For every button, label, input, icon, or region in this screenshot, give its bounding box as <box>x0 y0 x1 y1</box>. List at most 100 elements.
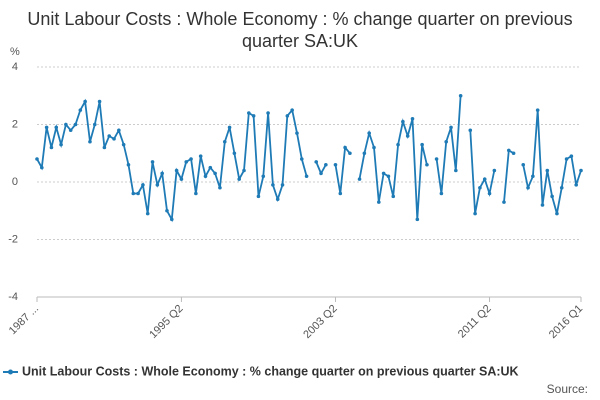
point <box>324 162 328 167</box>
x-tick-label: 2011 Q2 <box>456 303 494 341</box>
point <box>410 116 415 121</box>
point <box>92 122 97 127</box>
point <box>155 183 160 187</box>
point <box>468 128 473 133</box>
point <box>420 142 424 147</box>
point <box>506 148 511 153</box>
point <box>415 217 420 222</box>
point <box>165 208 169 213</box>
y-tick-label: 0 <box>12 176 18 188</box>
point <box>88 139 92 144</box>
point <box>314 160 319 164</box>
point <box>377 200 381 204</box>
point <box>502 200 506 204</box>
point <box>35 157 39 161</box>
point <box>40 165 44 170</box>
point <box>555 211 559 216</box>
point <box>569 154 574 158</box>
series-line <box>36 95 582 223</box>
point <box>574 183 578 187</box>
point <box>242 168 246 173</box>
point <box>49 145 54 150</box>
point <box>425 162 429 167</box>
point <box>338 191 343 196</box>
point <box>304 174 309 179</box>
point <box>280 183 285 187</box>
point <box>526 185 530 190</box>
point <box>550 194 554 199</box>
point <box>222 139 227 144</box>
point <box>68 128 73 133</box>
point <box>261 174 266 179</box>
chart-title: Unit Labour Costs : Whole Economy : % ch… <box>27 9 573 51</box>
point <box>213 171 217 176</box>
point <box>97 99 102 104</box>
point <box>405 134 410 138</box>
point <box>136 191 140 196</box>
point <box>184 160 189 164</box>
point <box>579 168 583 173</box>
point <box>478 185 482 190</box>
x-tick-label: 2003 Q2 <box>301 303 339 341</box>
point <box>434 157 439 161</box>
y-tick-label: -4 <box>8 291 18 303</box>
point <box>454 168 458 173</box>
point <box>256 194 261 199</box>
point <box>540 203 545 207</box>
point <box>444 139 449 144</box>
point <box>54 125 59 130</box>
point <box>247 111 251 115</box>
point <box>391 194 396 199</box>
point <box>194 191 198 196</box>
point <box>112 137 116 141</box>
point <box>141 183 145 187</box>
point <box>367 131 371 135</box>
point <box>381 171 386 176</box>
point <box>290 108 294 112</box>
legend-marker <box>8 369 13 375</box>
x-tick-label: 1995 Q2 <box>147 303 185 341</box>
point <box>275 197 280 202</box>
point <box>299 157 304 161</box>
point <box>295 131 299 135</box>
y-tick-label: 4 <box>12 61 18 73</box>
point <box>198 154 203 158</box>
x-tick-label: 2016 Q1 <box>547 303 585 341</box>
point <box>487 191 492 196</box>
legend-label: Unit Labour Costs : Whole Economy : % ch… <box>22 364 519 378</box>
point <box>531 174 535 179</box>
point <box>362 151 367 156</box>
point <box>449 125 453 130</box>
point <box>439 191 444 196</box>
x-tick-label: 1987 ... <box>7 303 41 337</box>
source: Source: <box>547 382 588 396</box>
point <box>78 108 83 112</box>
point <box>319 171 323 176</box>
point <box>458 93 463 98</box>
point <box>107 134 112 138</box>
point <box>559 185 564 190</box>
y-axis-label: % <box>10 46 20 58</box>
point <box>545 168 550 173</box>
point <box>102 145 107 150</box>
point <box>145 211 150 216</box>
point <box>357 177 362 181</box>
point <box>521 162 526 167</box>
point <box>237 177 241 181</box>
point <box>333 162 338 167</box>
point <box>511 151 516 156</box>
point <box>271 183 275 187</box>
point <box>150 160 155 164</box>
point <box>227 125 232 130</box>
point <box>174 168 179 173</box>
point <box>401 119 405 124</box>
point <box>535 108 540 112</box>
point <box>64 122 68 127</box>
point <box>372 145 376 150</box>
point <box>121 142 126 147</box>
point <box>59 142 63 147</box>
point <box>126 162 131 167</box>
point <box>492 168 497 173</box>
